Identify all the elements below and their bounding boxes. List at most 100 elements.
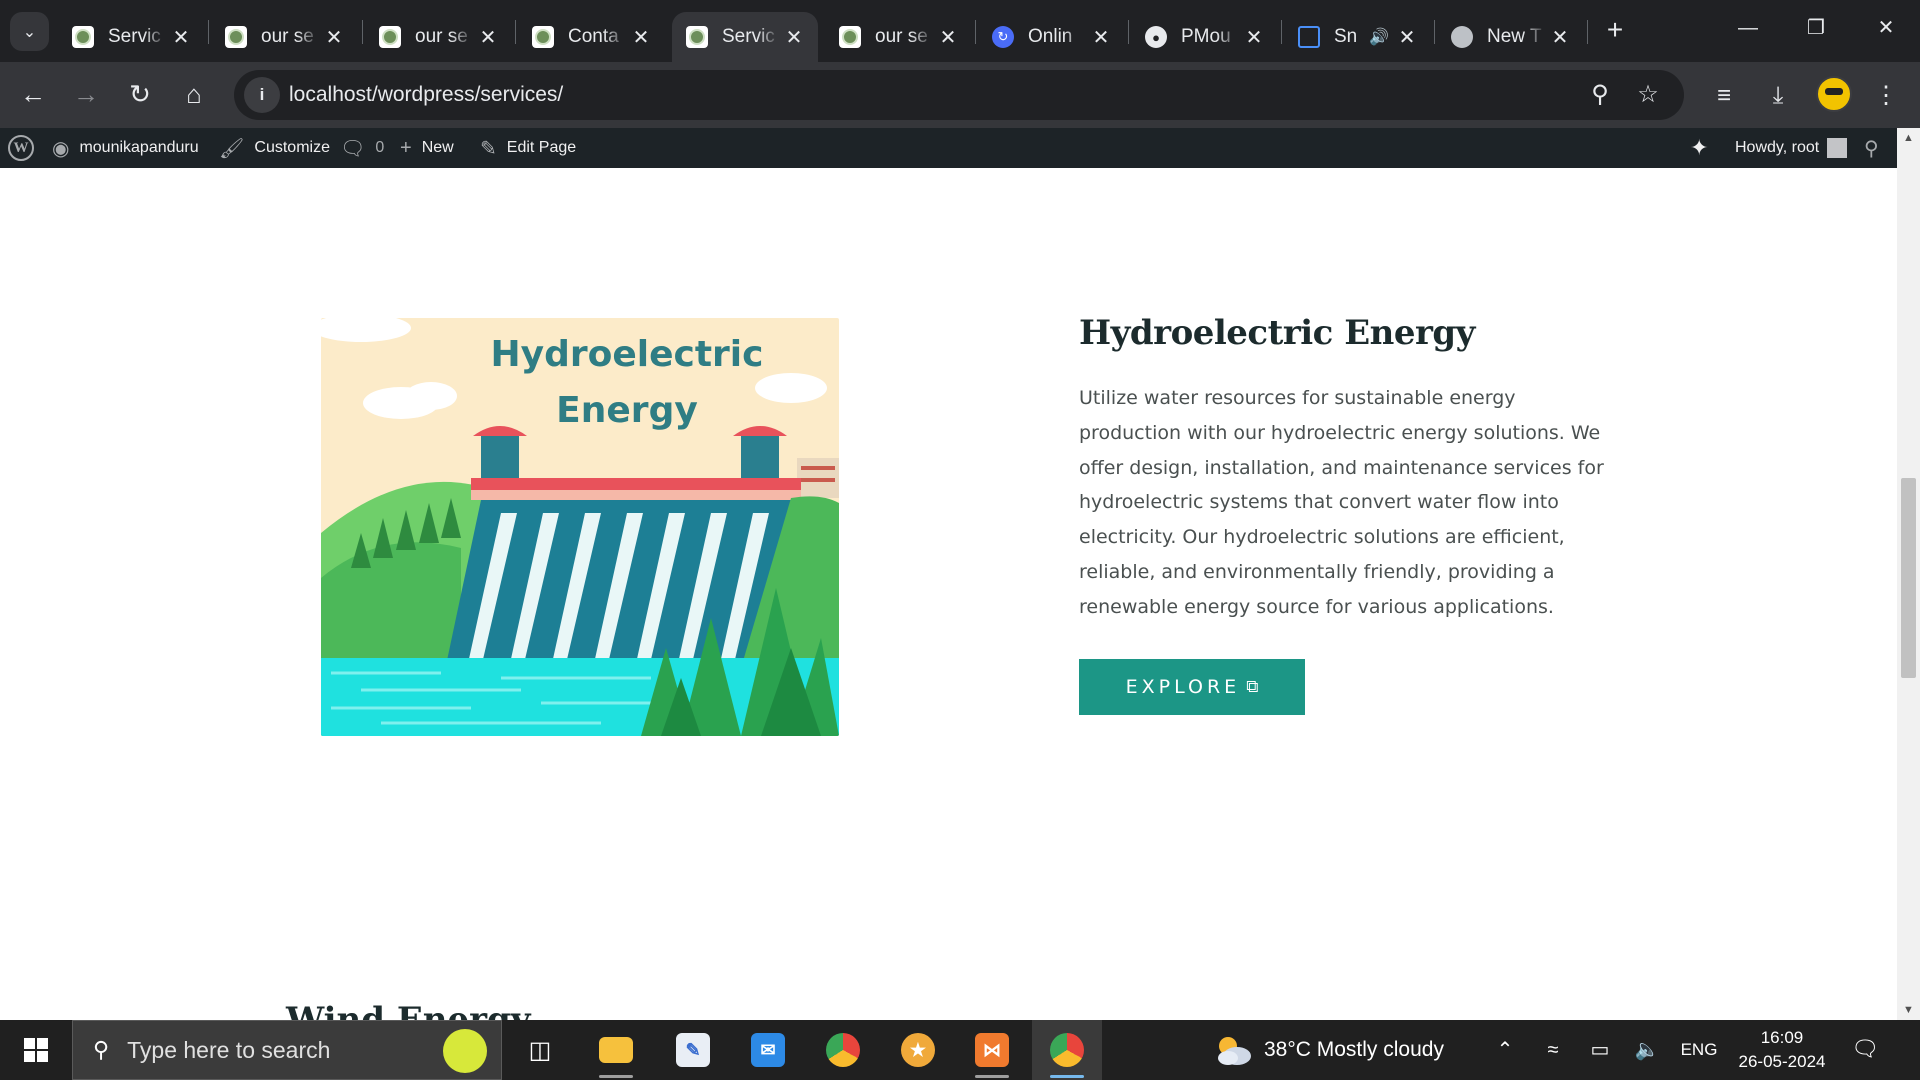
menu-kebab-icon[interactable]: ⋮ xyxy=(1874,82,1898,109)
external-link-icon: ⧉ xyxy=(1246,677,1259,697)
close-tab-icon[interactable]: ✕ xyxy=(172,26,190,49)
close-tab-icon[interactable]: ✕ xyxy=(632,26,650,49)
explore-label: EXPLORE xyxy=(1125,676,1241,698)
close-tab-icon[interactable]: ✕ xyxy=(1245,26,1263,49)
close-tab-icon[interactable]: ✕ xyxy=(479,26,497,49)
medal-app-button[interactable]: ★ xyxy=(883,1020,953,1080)
tab-separator xyxy=(208,20,209,44)
system-clock[interactable]: 16:09 26-05-2024 xyxy=(1734,1026,1830,1074)
search-icon: ⚲ xyxy=(93,1037,110,1062)
chrome-profile-icon xyxy=(1050,1033,1084,1067)
tab-title: Conta xyxy=(568,26,619,47)
close-tab-icon[interactable]: ✕ xyxy=(939,26,957,49)
home-icon[interactable]: ⌂ xyxy=(186,79,202,109)
close-tab-icon[interactable]: ✕ xyxy=(1551,26,1569,49)
chrome-app-button[interactable] xyxy=(808,1020,878,1080)
admin-search-button[interactable]: ⚲ xyxy=(1864,128,1879,168)
wp-logo-menu[interactable]: W xyxy=(8,128,34,168)
close-tab-icon[interactable]: ✕ xyxy=(785,26,803,49)
wp-admin-bar: W ◉ mounikapanduru 🖌 Customize 🗨 0 + New… xyxy=(0,128,1897,168)
wordpress-favicon-icon xyxy=(839,26,861,48)
browser-tab-active[interactable]: Servic ✕ xyxy=(672,12,818,62)
close-tab-icon[interactable]: ✕ xyxy=(1398,26,1416,49)
ai-sparkle-button[interactable]: ✦ xyxy=(1690,128,1718,168)
site-name-link[interactable]: ◉ mounikapanduru xyxy=(52,128,199,168)
forward-arrow-icon[interactable]: → xyxy=(73,79,99,109)
browser-tab[interactable]: New T ✕ xyxy=(1437,12,1584,62)
browser-tab[interactable]: our se ✕ xyxy=(365,12,512,62)
scroll-down-arrow-icon[interactable]: ▼ xyxy=(1903,1004,1914,1016)
task-view-button[interactable]: ◫ xyxy=(505,1020,575,1080)
notepad-app-button[interactable]: ✎ xyxy=(658,1020,728,1080)
page-content: Hydroelectric Energy xyxy=(0,168,1897,1020)
browser-tab[interactable]: our se ✕ xyxy=(211,12,358,62)
weather-widget[interactable]: 38°C Mostly cloudy xyxy=(1264,1038,1444,1061)
mail-app-button[interactable]: ✉ xyxy=(733,1020,803,1080)
browser-tab[interactable]: Servic ✕ xyxy=(58,12,205,62)
image-title-line2: Energy xyxy=(556,390,698,431)
browser-tab[interactable]: Sn 🔊 ✕ xyxy=(1284,12,1431,62)
volume-icon[interactable]: 🔈 xyxy=(1634,1039,1660,1061)
edit-page-link[interactable]: ✎ Edit Page xyxy=(480,128,576,168)
scroll-up-arrow-icon[interactable]: ▲ xyxy=(1903,132,1914,144)
search-highlight-ball-icon xyxy=(443,1029,487,1073)
wordpress-favicon-icon xyxy=(379,26,401,48)
browser-tab[interactable]: ↻ Onlin ✕ xyxy=(978,12,1125,62)
xampp-icon: ⋈ xyxy=(975,1033,1009,1067)
start-button[interactable] xyxy=(0,1020,72,1080)
new-label: New xyxy=(421,139,454,156)
download-icon[interactable]: ⤓ xyxy=(1772,82,1784,109)
site-info-icon[interactable]: i xyxy=(244,77,280,113)
scrollbar-thumb[interactable] xyxy=(1901,478,1916,678)
tab-title: PMou xyxy=(1181,26,1231,47)
tab-title: Servic xyxy=(108,26,161,47)
profile-avatar[interactable] xyxy=(1816,76,1852,112)
language-indicator[interactable]: ENG xyxy=(1680,1040,1718,1059)
close-window-icon[interactable]: ✕ xyxy=(1877,17,1895,39)
my-account-menu[interactable]: Howdy, root xyxy=(1735,128,1848,168)
page-scrollbar[interactable]: ▲ ▼ xyxy=(1897,128,1920,1020)
document-icon: ✎ xyxy=(676,1033,710,1067)
battery-icon[interactable]: ▭ xyxy=(1590,1039,1610,1061)
notifications-icon[interactable]: 🗨 xyxy=(1851,1036,1879,1061)
clock-date: 26-05-2024 xyxy=(1738,1052,1826,1071)
tab-separator xyxy=(1434,20,1435,44)
tab-title: Sn xyxy=(1334,26,1358,47)
bookmark-star-icon[interactable]: ☆ xyxy=(1637,81,1659,108)
show-hidden-icons-chevron-icon[interactable]: ⌃ xyxy=(1496,1039,1514,1061)
reload-icon[interactable]: ↻ xyxy=(129,79,151,109)
xampp-app-button[interactable]: ⋈ xyxy=(957,1020,1027,1080)
new-content-link[interactable]: + New xyxy=(400,128,454,168)
tab-title: New T xyxy=(1487,26,1542,47)
wordpress-logo-icon: W xyxy=(8,135,34,161)
chrome-profile-app-button[interactable] xyxy=(1032,1020,1102,1080)
browser-tab[interactable]: Conta ✕ xyxy=(518,12,665,62)
close-tab-icon[interactable]: ✕ xyxy=(325,26,343,49)
tab-title: Onlin xyxy=(1028,26,1073,47)
restore-icon[interactable]: ❐ xyxy=(1807,17,1825,39)
browser-tab[interactable]: our se ✕ xyxy=(825,12,972,62)
wifi-icon[interactable]: ≈ xyxy=(1547,1039,1559,1061)
comments-link[interactable]: 🗨 0 xyxy=(340,128,384,168)
speaker-icon[interactable]: 🔊 xyxy=(1369,29,1389,46)
address-bar[interactable]: i localhost/wordpress/services/ ⚲ ☆ xyxy=(234,70,1684,120)
windows-logo-icon xyxy=(24,1038,48,1062)
file-explorer-button[interactable] xyxy=(581,1020,651,1080)
browser-tab[interactable]: ● PMou ✕ xyxy=(1131,12,1278,62)
explore-button[interactable]: EXPLORE ⧉ xyxy=(1079,659,1305,715)
clock-time: 16:09 xyxy=(1760,1028,1804,1047)
task-view-icon: ◫ xyxy=(528,1036,552,1064)
reading-list-icon[interactable]: ≡ xyxy=(1716,82,1731,109)
tab-search-button[interactable]: ⌄ xyxy=(10,12,49,51)
online-favicon-icon: ↻ xyxy=(992,26,1014,48)
taskbar-search-box[interactable]: ⚲ Type here to search xyxy=(72,1020,502,1080)
close-tab-icon[interactable]: ✕ xyxy=(1092,26,1110,49)
tab-title: our se xyxy=(875,26,928,47)
zoom-magnifier-icon[interactable]: ⚲ xyxy=(1591,81,1609,108)
minimize-icon[interactable]: — xyxy=(1738,17,1758,39)
url-text[interactable]: localhost/wordpress/services/ xyxy=(289,83,564,106)
customize-link[interactable]: 🖌 Customize xyxy=(219,128,330,168)
new-tab-plus-icon[interactable]: + xyxy=(1606,14,1624,45)
back-arrow-icon[interactable]: ← xyxy=(20,79,46,109)
howdy-label: Howdy, root xyxy=(1735,139,1820,156)
